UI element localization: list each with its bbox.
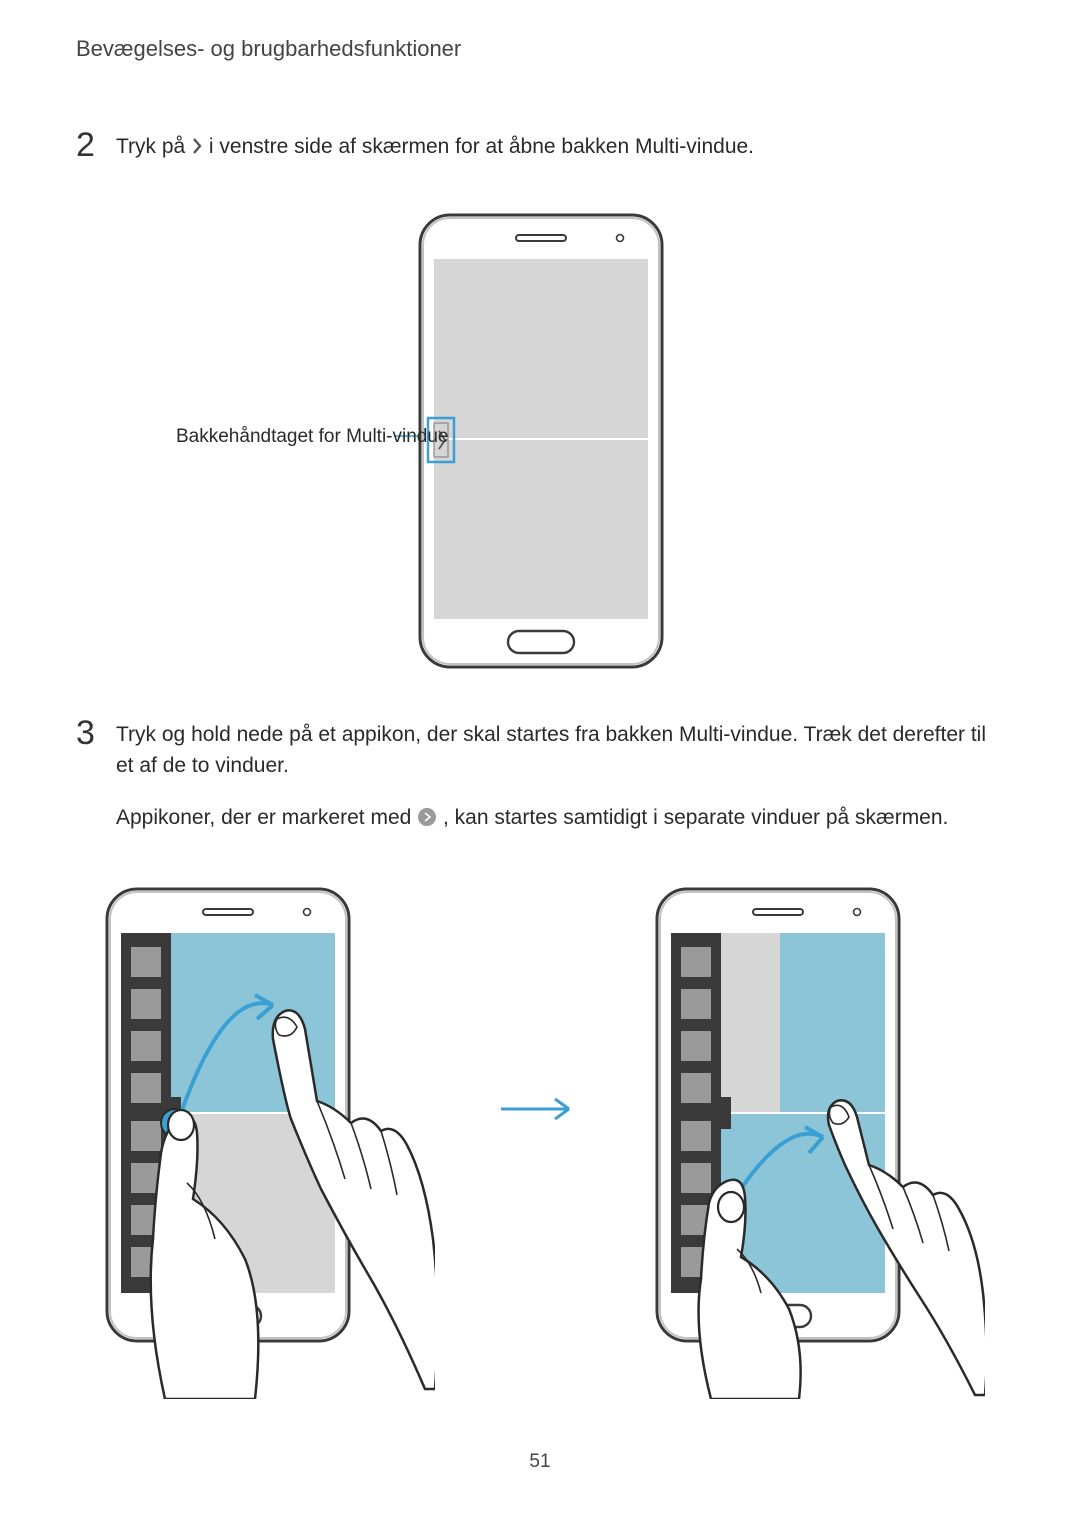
step-2-body: Tryk på i venstre side af skærmen for at…	[116, 132, 1004, 186]
figure-step2: Bakkehåndtaget for Multi-vindue	[76, 206, 1004, 676]
step2-text-a: Tryk på	[116, 135, 191, 158]
phone-illustration-step3-right	[645, 879, 985, 1399]
step3-para1: Tryk og hold nede på et appikon, der ska…	[116, 720, 1004, 781]
header-title: Bevægelses- og brugbarhedsfunktioner	[76, 36, 1004, 62]
chevron-right-icon	[191, 134, 203, 164]
page-root: Bevægelses- og brugbarhedsfunktioner 2 T…	[0, 0, 1080, 1399]
figure-step3	[76, 879, 1004, 1399]
step-3-number: 3	[76, 716, 98, 750]
arrow-right-icon	[495, 1089, 585, 1129]
callout-multi-window-handle: Bakkehåndtaget for Multi-vindue	[176, 426, 449, 448]
step-2: 2 Tryk på i venstre side af skærmen for …	[76, 132, 1004, 186]
step-3: 3 Tryk og hold nede på et appikon, der s…	[76, 720, 1004, 858]
step3-para2-b: , kan startes samtidigt i separate vindu…	[443, 806, 948, 829]
step-3-body: Tryk og hold nede på et appikon, der ska…	[116, 720, 1004, 858]
step2-text-b: i venstre side af skærmen for at åbne ba…	[209, 135, 754, 158]
step3-para2-a: Appikoner, der er markeret med	[116, 806, 417, 829]
step-2-number: 2	[76, 128, 98, 162]
dual-launch-icon	[417, 806, 437, 836]
page-number: 51	[529, 1451, 550, 1473]
phone-illustration-step3-left	[95, 879, 435, 1399]
